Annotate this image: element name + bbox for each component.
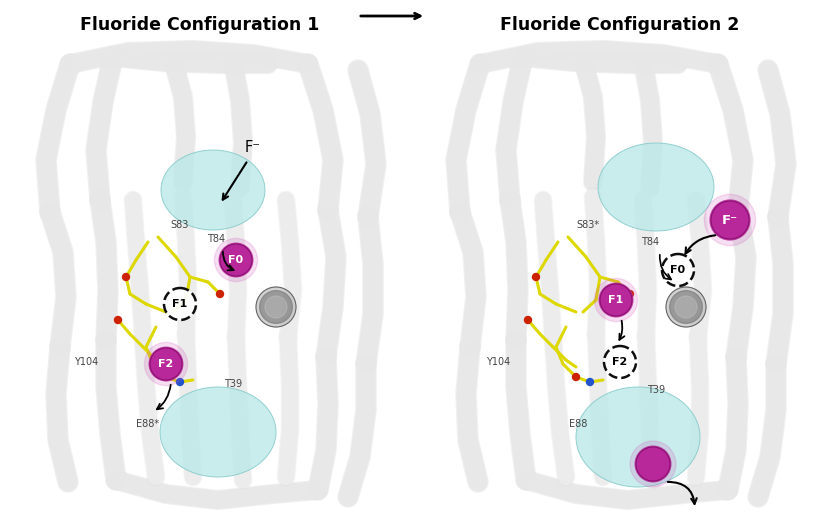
Circle shape [600,284,632,316]
Text: T39: T39 [647,385,665,395]
Circle shape [176,378,184,386]
Ellipse shape [576,387,700,487]
Text: S83*: S83* [577,220,600,230]
Circle shape [599,283,633,317]
Text: F1: F1 [172,299,188,309]
Circle shape [524,317,532,323]
Circle shape [705,194,755,246]
Circle shape [710,200,750,240]
Text: F⁻: F⁻ [722,213,738,227]
Circle shape [122,273,130,280]
Text: Y104: Y104 [74,357,98,367]
Circle shape [636,447,670,481]
Circle shape [572,373,580,380]
Circle shape [662,254,694,286]
Text: E88: E88 [569,419,587,429]
Circle shape [719,209,741,231]
Circle shape [711,201,749,239]
Circle shape [156,354,176,373]
Circle shape [607,290,626,310]
Circle shape [630,441,676,487]
Circle shape [675,296,697,318]
Ellipse shape [598,143,714,231]
Text: F2: F2 [158,359,174,369]
Circle shape [594,278,637,322]
Circle shape [635,446,671,482]
Circle shape [256,287,296,327]
Circle shape [666,287,706,327]
Circle shape [215,238,258,281]
Ellipse shape [160,387,276,477]
Ellipse shape [161,150,265,230]
Circle shape [162,373,170,380]
Circle shape [670,290,702,323]
Text: T84: T84 [207,234,225,244]
Text: Fluoride Configuration 2: Fluoride Configuration 2 [500,16,740,34]
Text: F1: F1 [608,295,624,305]
Circle shape [216,290,224,297]
Text: Y104: Y104 [486,357,510,367]
Text: Fluoride Configuration 1: Fluoride Configuration 1 [81,16,319,34]
Circle shape [532,273,539,280]
Text: F0: F0 [671,265,686,275]
Circle shape [626,290,633,297]
Circle shape [149,347,183,381]
Text: T84: T84 [641,237,659,247]
Circle shape [145,343,187,386]
Circle shape [226,251,245,270]
Circle shape [115,317,121,323]
Circle shape [150,348,182,380]
Text: F0: F0 [229,255,244,265]
Text: F2: F2 [612,357,627,367]
Text: S83: S83 [171,220,189,230]
Circle shape [260,290,292,323]
Circle shape [220,244,252,276]
Circle shape [604,346,636,378]
Circle shape [164,288,196,320]
Circle shape [219,243,253,277]
Circle shape [587,378,593,386]
Text: E88*: E88* [136,419,160,429]
Circle shape [265,296,287,318]
Text: F⁻: F⁻ [245,140,261,155]
Circle shape [643,454,663,474]
Text: T39: T39 [224,379,242,389]
